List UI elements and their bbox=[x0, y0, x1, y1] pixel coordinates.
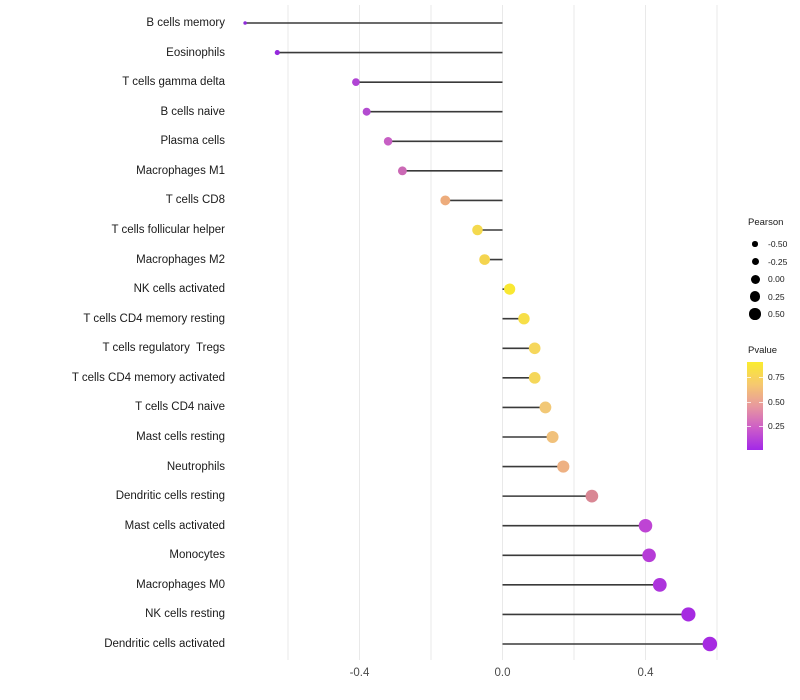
legend-pvalue: Pvalue 0.75 0.50 0.25 bbox=[741, 345, 800, 457]
lollipop-dot bbox=[652, 577, 667, 592]
lollipop-dot bbox=[383, 137, 393, 146]
x-tick-label: 0.4 bbox=[637, 667, 654, 679]
legend-size-label: -0.25 bbox=[768, 256, 788, 267]
category-label: Mast cells activated bbox=[124, 519, 225, 532]
lollipop-dot bbox=[362, 107, 371, 116]
lollipop-dot bbox=[504, 283, 516, 295]
lollipop-dot bbox=[518, 312, 530, 325]
category-label: T cells CD4 memory activated bbox=[71, 371, 225, 384]
category-label: Dendritic cells resting bbox=[115, 490, 225, 503]
lollipop-dot bbox=[642, 548, 656, 563]
colorbar-tick bbox=[747, 426, 751, 427]
category-label: B cells naive bbox=[160, 105, 225, 118]
colorbar-label: 0.75 bbox=[768, 372, 785, 382]
legend-size-dot bbox=[752, 241, 758, 247]
colorbar-label: 0.25 bbox=[768, 421, 785, 431]
category-label: T cells CD8 bbox=[165, 194, 225, 207]
category-label: T cells gamma delta bbox=[122, 76, 225, 89]
category-label: Mast cells resting bbox=[136, 430, 225, 443]
lollipop-dot bbox=[585, 489, 599, 503]
colorbar-tick bbox=[747, 402, 751, 403]
category-label: Monocytes bbox=[169, 549, 225, 562]
category-label: Eosinophils bbox=[166, 46, 225, 59]
x-tick-label: -0.4 bbox=[349, 667, 370, 679]
legend-size-label: 0.00 bbox=[768, 274, 785, 284]
lollipop-dot bbox=[702, 636, 718, 652]
lollipop-dot bbox=[243, 21, 247, 25]
lollipop-dot bbox=[528, 372, 541, 384]
lollipop-dot bbox=[638, 518, 653, 533]
lollipop-dot bbox=[397, 166, 407, 176]
category-label: T cells CD4 memory resting bbox=[83, 312, 225, 325]
lollipop-dot bbox=[472, 224, 483, 236]
category-label: B cells memory bbox=[146, 17, 225, 29]
lollipop-dot bbox=[528, 342, 541, 355]
lollipop-dot bbox=[352, 78, 360, 86]
pvalue-colorbar bbox=[747, 362, 763, 450]
category-label: T cells CD4 naive bbox=[135, 401, 225, 414]
colorbar-label: 0.50 bbox=[768, 397, 785, 407]
legend-size-label: 0.50 bbox=[768, 309, 785, 319]
legend-pvalue-title: Pvalue bbox=[748, 345, 778, 356]
lollipop-dot bbox=[274, 50, 280, 56]
category-label: Plasma cells bbox=[160, 135, 225, 148]
lollipop-dot bbox=[539, 401, 552, 414]
category-label: NK cells resting bbox=[145, 608, 225, 621]
lollipop-dot bbox=[440, 195, 451, 206]
category-label: T cells follicular helper bbox=[111, 223, 225, 236]
category-label: NK cells activated bbox=[133, 283, 225, 296]
category-label: Macrophages M2 bbox=[136, 253, 225, 266]
category-label: Macrophages M0 bbox=[136, 578, 225, 591]
legend-size-label: 0.25 bbox=[768, 291, 785, 302]
x-tick-label: 0.0 bbox=[494, 667, 511, 679]
colorbar-tick bbox=[759, 426, 763, 427]
colorbar-tick bbox=[759, 377, 763, 378]
legend-size-label: -0.50 bbox=[768, 239, 788, 249]
legend-size-dot bbox=[750, 274, 760, 284]
colorbar-tick bbox=[759, 402, 763, 403]
legend-size-dot bbox=[749, 308, 761, 320]
category-label: T cells regulatory Tregs bbox=[102, 342, 225, 355]
legend-size-dot bbox=[749, 291, 761, 302]
lollipop-dot bbox=[546, 431, 559, 443]
colorbar-tick bbox=[747, 377, 751, 378]
category-label: Neutrophils bbox=[166, 460, 225, 473]
category-label: Dendritic cells activated bbox=[104, 637, 225, 650]
category-label: Macrophages M1 bbox=[136, 164, 225, 177]
lollipop-dot bbox=[681, 607, 696, 622]
legend-size-dot bbox=[751, 258, 759, 265]
legend-pearson: Pearson -0.50 -0.25 0.00 0.25 0.50 bbox=[741, 217, 800, 329]
legend-pearson-title: Pearson bbox=[748, 217, 784, 228]
lollipop-dot bbox=[479, 254, 490, 265]
lollipop-dot bbox=[557, 460, 570, 473]
